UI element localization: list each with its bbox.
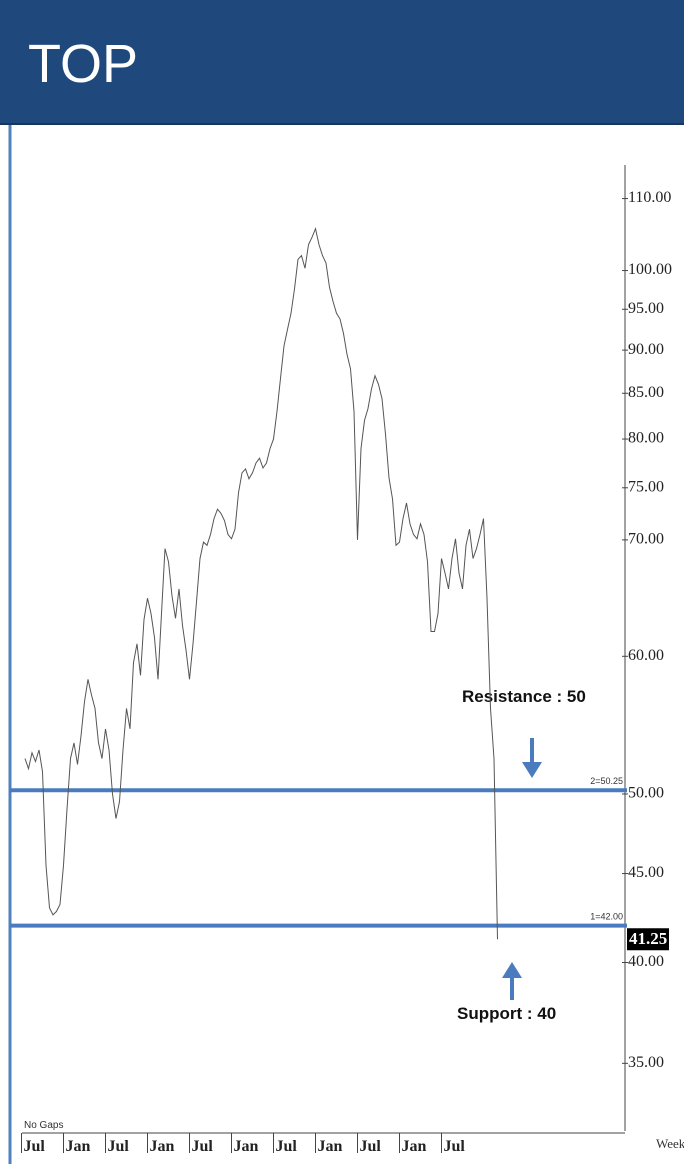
y-tick-label: 90.00 [628, 341, 664, 358]
x-tick-label: Jan [66, 1138, 91, 1155]
y-tick-label: 110.00 [628, 189, 671, 206]
x-tick-label: Jan [402, 1138, 427, 1155]
y-tick-label: 75.00 [628, 478, 664, 495]
x-axis-label: Week [656, 1136, 684, 1151]
y-tick-label: 100.00 [628, 261, 672, 278]
header: TOP [0, 0, 684, 125]
x-tick-label: Jan [150, 1138, 175, 1155]
y-tick-label: 70.00 [628, 531, 664, 548]
note: No Gaps [24, 1120, 63, 1131]
x-tick-label: Jul [24, 1138, 46, 1155]
x-tick-label: Jan [318, 1138, 343, 1155]
last-value-box [627, 928, 669, 951]
resistance-arrow [522, 738, 542, 778]
support-arrow [502, 962, 522, 1000]
x-tick-label: Jul [192, 1138, 214, 1155]
x-tick-label: Jan [234, 1138, 259, 1155]
x-tick-label: Jul [276, 1138, 298, 1155]
x-tick-label: Jul [360, 1138, 382, 1155]
annotation: Support : 40 [457, 1004, 556, 1023]
last-value-label: 41.25 [629, 929, 667, 948]
x-tick-label: Jul [108, 1138, 130, 1155]
y-tick-label: 40.00 [628, 953, 664, 970]
y-tick-label: 50.00 [628, 785, 664, 802]
annotation: Resistance : 50 [462, 687, 586, 706]
level-label: 2=50.25 [590, 776, 623, 786]
y-tick-label: 35.00 [628, 1054, 664, 1071]
y-tick-label: 95.00 [628, 300, 664, 317]
level-label: 1=42.00 [590, 912, 623, 922]
x-tick-label: Jul [444, 1138, 466, 1155]
price-line [24, 227, 498, 940]
y-tick-label: 60.00 [628, 647, 664, 664]
y-tick-label: 80.00 [628, 430, 664, 447]
title: TOP [28, 34, 139, 94]
y-tick-label: 85.00 [628, 384, 664, 401]
y-tick-label: 45.00 [628, 864, 664, 881]
